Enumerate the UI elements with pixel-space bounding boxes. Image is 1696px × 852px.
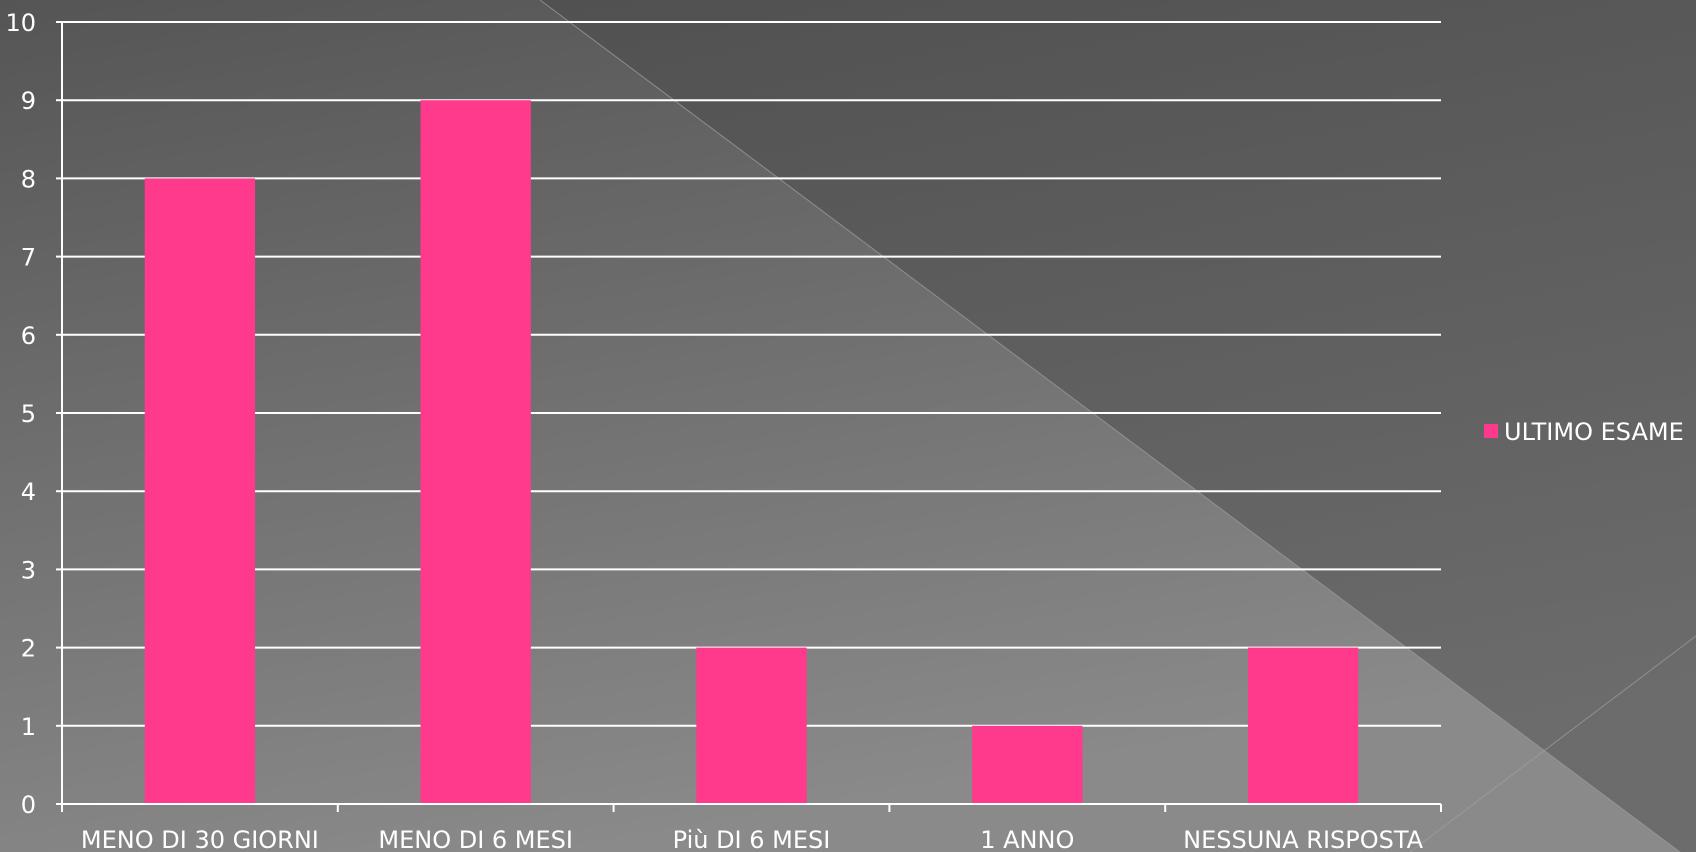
bar [1247, 647, 1359, 804]
bar [420, 100, 531, 804]
x-tick-label: MENO DI 30 GIORNI [81, 826, 319, 852]
legend: ULTIMO ESAME [1484, 418, 1684, 446]
x-tick-label: 1 ANNO [980, 826, 1074, 852]
y-tick-label: 4 [21, 478, 36, 506]
x-tick-label: NESSUNA RISPOSTA [1183, 826, 1424, 852]
y-tick-label: 6 [21, 322, 36, 350]
background-diagonal-panel [540, 0, 1696, 852]
axes [61, 22, 1442, 812]
background-diagonal-line-2 [1409, 635, 1696, 852]
y-tick-label: 8 [21, 165, 36, 193]
y-tick-label: 0 [21, 791, 36, 819]
background-diagonal-line [539, 0, 1681, 852]
bars [144, 100, 1359, 804]
x-tick-label: Più DI 6 MESI [673, 826, 831, 852]
bar [972, 725, 1083, 804]
y-tick-label: 1 [21, 713, 36, 741]
y-tick-label: 2 [21, 635, 36, 663]
y-tick-label: 9 [21, 87, 36, 115]
y-axis-tick-labels: 0 1 2 3 4 5 6 7 8 9 10 [5, 9, 36, 819]
y-tick-label: 5 [21, 400, 36, 428]
y-tick-label: 7 [21, 244, 36, 272]
y-tick-label: 3 [21, 556, 36, 584]
y-tick-label: 10 [5, 9, 36, 37]
bar [696, 647, 807, 804]
legend-swatch [1484, 424, 1498, 438]
x-tick-label: MENO DI 6 MESI [378, 826, 573, 852]
x-axis-tick-labels: MENO DI 30 GIORNI MENO DI 6 MESI Più DI 6 … [81, 826, 1424, 852]
gridlines [56, 21, 1441, 805]
legend-label: ULTIMO ESAME [1504, 418, 1684, 446]
bar [144, 178, 256, 804]
